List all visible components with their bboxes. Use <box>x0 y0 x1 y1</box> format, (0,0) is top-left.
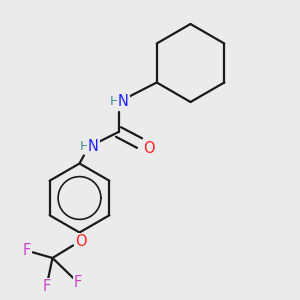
Text: F: F <box>42 279 51 294</box>
Text: H: H <box>80 140 89 153</box>
Text: O: O <box>76 234 87 249</box>
Text: F: F <box>74 275 82 290</box>
Text: N: N <box>88 139 99 154</box>
Text: O: O <box>143 141 154 156</box>
Text: F: F <box>22 243 31 258</box>
Text: H: H <box>110 94 119 108</box>
Text: N: N <box>118 94 129 109</box>
